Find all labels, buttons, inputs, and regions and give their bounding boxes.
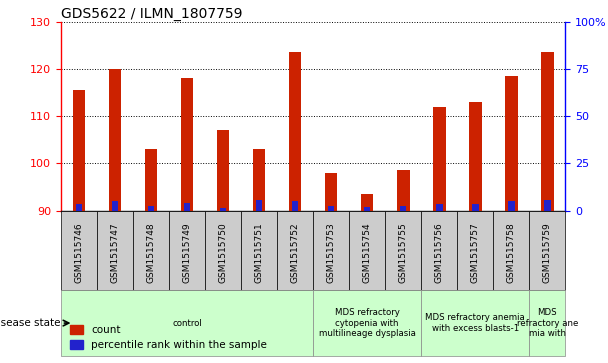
Bar — [292, 201, 299, 211]
Text: GSM1515758: GSM1515758 — [507, 223, 516, 283]
Bar — [112, 201, 118, 211]
Bar — [277, 211, 313, 290]
Text: GSM1515753: GSM1515753 — [326, 223, 336, 283]
Bar — [256, 200, 262, 211]
Bar — [421, 211, 457, 290]
Text: control: control — [172, 319, 202, 327]
Bar — [133, 211, 169, 290]
Text: MDS refractory
cytopenia with
multilineage dysplasia: MDS refractory cytopenia with multilinea… — [319, 308, 416, 338]
Bar — [205, 211, 241, 290]
Text: GSM1515756: GSM1515756 — [435, 223, 444, 283]
Bar — [148, 206, 154, 211]
Bar — [436, 204, 443, 211]
Bar — [109, 69, 121, 211]
Text: disease state: disease state — [0, 318, 61, 328]
Bar — [216, 130, 229, 211]
Bar — [385, 211, 421, 290]
Text: GSM1515748: GSM1515748 — [147, 223, 156, 283]
Text: GSM1515746: GSM1515746 — [74, 223, 83, 283]
Text: GSM1515749: GSM1515749 — [182, 223, 192, 283]
Bar — [469, 102, 482, 211]
Text: GSM1515754: GSM1515754 — [363, 223, 371, 283]
Bar — [530, 211, 565, 290]
Text: GSM1515755: GSM1515755 — [399, 223, 408, 283]
Text: GDS5622 / ILMN_1807759: GDS5622 / ILMN_1807759 — [61, 7, 243, 21]
Bar — [544, 200, 551, 211]
Bar — [241, 211, 277, 290]
Bar — [75, 204, 82, 211]
Bar — [313, 211, 349, 290]
Bar — [400, 206, 407, 211]
Bar — [169, 211, 205, 290]
Bar — [181, 78, 193, 211]
Bar — [361, 194, 373, 211]
Bar — [61, 211, 97, 290]
Bar — [253, 149, 265, 211]
Bar — [421, 290, 530, 356]
Bar — [184, 203, 190, 211]
Bar — [472, 204, 478, 211]
Bar — [457, 211, 493, 290]
Text: MDS refractory anemia
with excess blasts-1: MDS refractory anemia with excess blasts… — [426, 313, 525, 333]
Bar — [72, 90, 85, 211]
Bar — [328, 206, 334, 211]
Bar — [508, 201, 514, 211]
Bar — [145, 149, 157, 211]
Bar — [289, 52, 302, 211]
Bar — [97, 211, 133, 290]
Legend: count, percentile rank within the sample: count, percentile rank within the sample — [66, 321, 271, 354]
Text: GSM1515751: GSM1515751 — [255, 223, 263, 283]
Bar — [541, 52, 554, 211]
Text: MDS
refractory ane
mia with: MDS refractory ane mia with — [517, 308, 578, 338]
Bar — [349, 211, 385, 290]
Text: GSM1515750: GSM1515750 — [218, 223, 227, 283]
Bar — [219, 208, 226, 211]
Bar — [325, 173, 337, 211]
Text: GSM1515747: GSM1515747 — [111, 223, 119, 283]
Bar — [530, 290, 565, 356]
Bar — [313, 290, 421, 356]
Text: GSM1515752: GSM1515752 — [291, 223, 300, 283]
Text: GSM1515759: GSM1515759 — [543, 223, 552, 283]
Bar — [433, 107, 446, 211]
Text: GSM1515757: GSM1515757 — [471, 223, 480, 283]
Bar — [493, 211, 530, 290]
Bar — [505, 76, 517, 211]
Bar — [397, 170, 410, 211]
Bar — [61, 290, 313, 356]
Bar — [364, 207, 370, 211]
